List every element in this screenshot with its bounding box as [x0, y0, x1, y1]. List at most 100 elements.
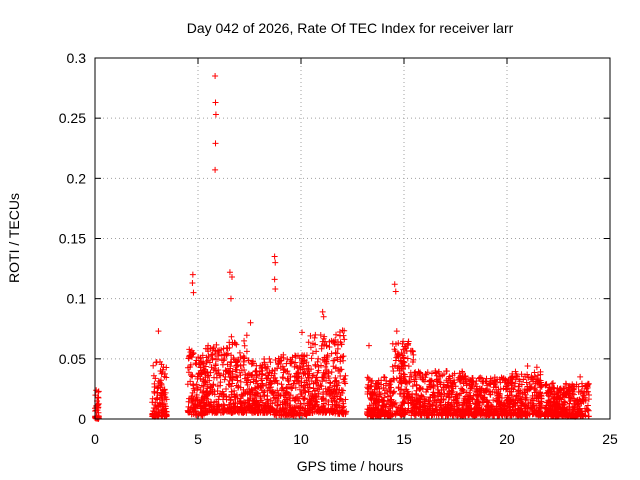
- data-point: [416, 408, 423, 415]
- data-point: [412, 404, 419, 411]
- data-point: [257, 384, 264, 391]
- data-point: [436, 378, 443, 385]
- data-point: [313, 348, 320, 355]
- data-point: [212, 73, 219, 80]
- data-point: [337, 332, 344, 339]
- data-point: [580, 393, 587, 400]
- data-point: [189, 372, 196, 379]
- data-point: [491, 409, 498, 416]
- data-point: [291, 409, 298, 416]
- data-point: [498, 374, 505, 381]
- x-tick-label: 5: [194, 431, 202, 447]
- data-point: [531, 395, 538, 402]
- data-point: [311, 334, 318, 341]
- data-point: [274, 402, 281, 409]
- data-point: [228, 274, 235, 281]
- data-point: [154, 396, 161, 403]
- data-point: [528, 396, 535, 403]
- data-point: [248, 386, 255, 393]
- data-point: [478, 387, 485, 394]
- data-point: [491, 388, 498, 395]
- data-point: [262, 364, 269, 371]
- data-point: [340, 403, 347, 410]
- data-point: [410, 351, 417, 358]
- data-point: [197, 364, 204, 371]
- data-point: [287, 356, 294, 363]
- data-point: [429, 391, 436, 398]
- data-point: [340, 357, 347, 364]
- data-point: [436, 399, 443, 406]
- chart-title: Day 042 of 2026, Rate Of TEC Index for r…: [187, 20, 514, 36]
- data-point: [409, 359, 416, 366]
- data-point: [521, 386, 528, 393]
- data-point: [537, 368, 544, 375]
- data-point: [304, 408, 311, 415]
- data-point: [163, 374, 170, 381]
- data-point: [409, 348, 416, 355]
- data-point: [315, 403, 322, 410]
- data-point: [524, 405, 531, 412]
- data-point: [299, 329, 306, 336]
- data-point: [313, 379, 320, 386]
- data-point: [242, 371, 249, 378]
- data-point: [537, 389, 544, 396]
- data-point: [386, 378, 393, 385]
- data-point: [419, 375, 426, 382]
- data-point: [391, 281, 398, 288]
- data-point: [300, 395, 307, 402]
- data-point: [368, 395, 375, 402]
- data-point: [495, 410, 502, 417]
- data-point: [187, 378, 194, 385]
- data-point: [516, 409, 523, 416]
- data-point: [417, 369, 424, 376]
- data-point: [231, 356, 238, 363]
- data-point: [538, 398, 545, 405]
- data-point: [245, 404, 252, 411]
- data-point: [562, 380, 569, 387]
- data-point: [475, 375, 482, 382]
- data-point: [95, 388, 102, 395]
- y-tick-label: 0: [78, 411, 86, 427]
- data-point: [261, 393, 268, 400]
- data-point: [374, 412, 381, 419]
- data-point: [283, 406, 290, 413]
- data-point: [315, 367, 322, 374]
- data-point: [236, 369, 243, 376]
- data-point: [271, 276, 278, 283]
- data-point: [305, 388, 312, 395]
- data-point: [380, 373, 387, 380]
- data-point: [234, 374, 241, 381]
- data-point: [395, 384, 402, 391]
- data-point: [569, 410, 576, 417]
- data-point: [241, 367, 248, 374]
- data-point: [504, 394, 511, 401]
- data-point: [532, 406, 539, 413]
- data-point: [484, 382, 491, 389]
- data-point: [192, 360, 199, 367]
- data-point: [392, 348, 399, 355]
- data-point: [325, 375, 332, 382]
- data-point: [230, 374, 237, 381]
- data-point: [391, 401, 398, 408]
- data-point: [331, 341, 338, 348]
- data-point: [214, 347, 221, 354]
- data-point: [213, 370, 220, 377]
- data-point: [569, 407, 576, 414]
- data-point: [190, 289, 197, 296]
- data-point: [472, 400, 479, 407]
- data-point: [430, 398, 437, 405]
- data-point: [545, 389, 552, 396]
- data-point: [255, 407, 262, 414]
- data-point: [151, 390, 158, 397]
- data-point: [338, 366, 345, 373]
- data-point: [402, 386, 409, 393]
- data-point: [245, 389, 252, 396]
- data-point: [307, 332, 314, 339]
- data-point: [413, 406, 420, 413]
- data-point: [258, 375, 265, 382]
- data-point: [190, 381, 197, 388]
- data-point: [531, 369, 538, 376]
- data-point: [404, 355, 411, 362]
- data-point: [463, 382, 470, 389]
- data-point: [299, 366, 306, 373]
